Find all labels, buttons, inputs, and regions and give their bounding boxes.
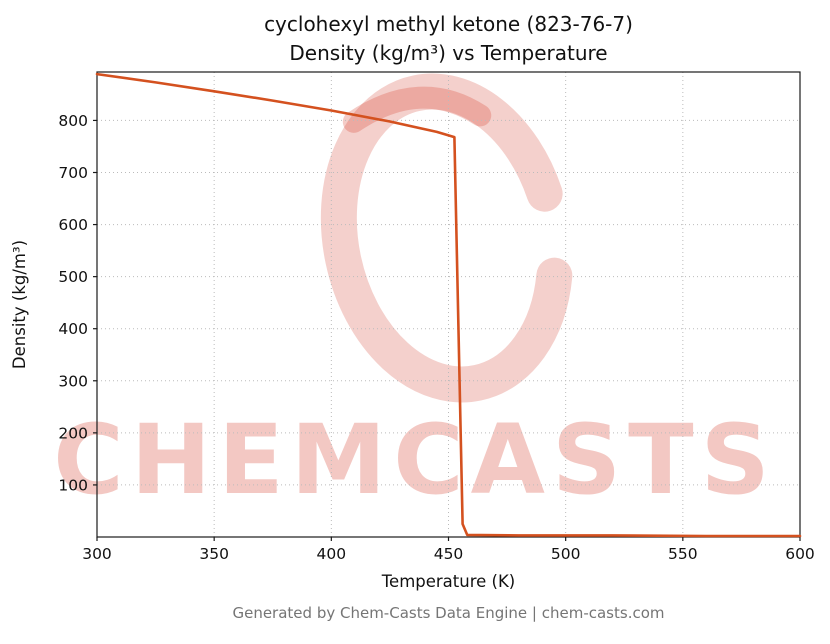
logo-ring-icon <box>320 73 574 403</box>
density-line <box>95 72 802 538</box>
chart-title: cyclohexyl methyl ketone (823-76-7) <box>264 12 633 36</box>
chart-title-block: cyclohexyl methyl ketone (823-76-7) Dens… <box>97 10 800 68</box>
x-tick-label: 450 <box>434 545 464 563</box>
y-tick-label: 100 <box>58 476 88 494</box>
chart-subtitle: Density (kg/m³) vs Temperature <box>289 41 608 65</box>
y-tick-label: 300 <box>58 372 88 390</box>
footer-credit: Generated by Chem-Casts Data Engine | ch… <box>232 604 665 622</box>
y-tick-label: 700 <box>58 164 88 182</box>
y-tick-label: 200 <box>58 424 88 442</box>
y-tick-label: 600 <box>58 216 88 234</box>
x-tick-label: 550 <box>668 545 698 563</box>
x-axis-label: Temperature (K) <box>381 572 515 591</box>
y-tick-label: 500 <box>58 268 88 286</box>
y-axis-label: Density (kg/m³) <box>10 240 29 369</box>
y-tick-label: 800 <box>58 112 88 130</box>
x-tick-label: 400 <box>317 545 347 563</box>
logo-swoosh-icon <box>342 86 492 133</box>
x-tick-label: 600 <box>785 545 815 563</box>
x-tick-label: 350 <box>199 545 229 563</box>
x-tick-label: 300 <box>82 545 112 563</box>
watermark-chemcasts-text: CHEMCASTS <box>53 404 777 516</box>
x-tick-label: 500 <box>551 545 581 563</box>
y-tick-label: 400 <box>58 320 88 338</box>
